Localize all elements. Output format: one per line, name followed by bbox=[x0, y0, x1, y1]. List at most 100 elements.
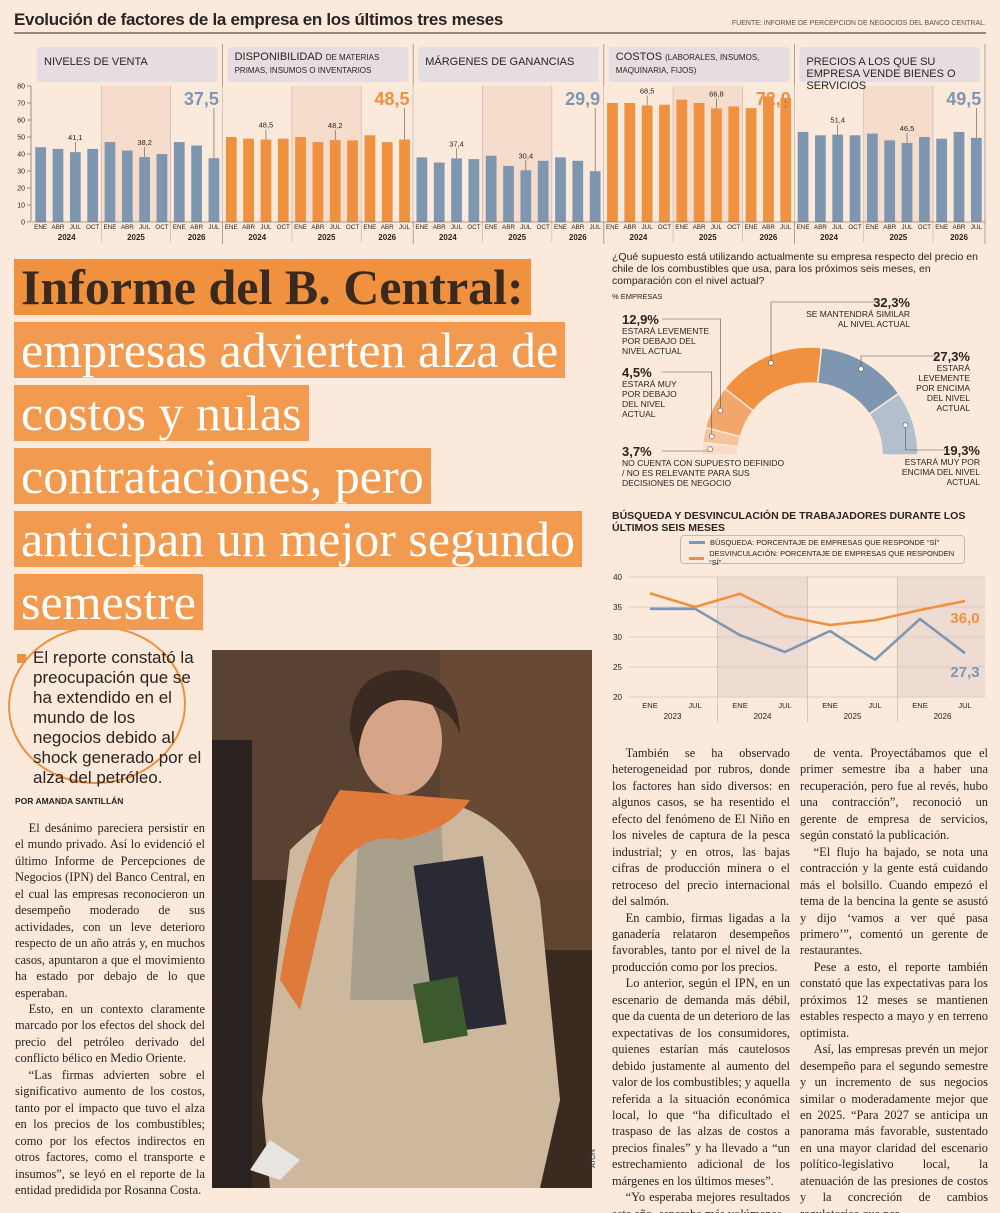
bar bbox=[451, 158, 462, 222]
x-tick-label: OCT bbox=[727, 224, 740, 231]
bar bbox=[693, 103, 705, 222]
x-tick-label: ENE bbox=[745, 224, 758, 231]
bar bbox=[35, 147, 47, 222]
paragraph: Así, las empresas prevén un mejor desemp… bbox=[800, 1042, 988, 1213]
bar bbox=[104, 142, 116, 222]
bar bbox=[87, 148, 99, 222]
x-tick-label: ABR bbox=[381, 224, 394, 231]
leader-line bbox=[662, 318, 721, 411]
x-tick-label: ENE bbox=[606, 224, 619, 231]
x-tick-label: JUL bbox=[520, 224, 532, 231]
bar bbox=[728, 106, 740, 222]
series-line bbox=[650, 607, 966, 662]
x-tick-label: ENE bbox=[642, 701, 657, 710]
quote-bullet bbox=[17, 654, 26, 663]
header-source: FUENTE: INFORME DE PERCEPCION DE NEGOCIO… bbox=[731, 20, 986, 27]
x-tick-label: OCT bbox=[537, 224, 550, 231]
year-label: 2024 bbox=[58, 233, 76, 242]
paragraph: “Yo esperaba mejores resultados este año… bbox=[612, 1190, 790, 1213]
pull-quote: El reporte constató la preocupación que … bbox=[33, 648, 202, 787]
paragraph: de venta. Proyectábamos que el primer se… bbox=[800, 746, 988, 843]
panel-title: MÁRGENES DE GANANCIAS bbox=[425, 56, 592, 68]
y-tick-label: 30 bbox=[17, 169, 25, 176]
y-tick-label: 35 bbox=[613, 603, 622, 612]
x-tick-label: JUL bbox=[399, 224, 411, 231]
panel-title-text: PRECIOS A LOS QUE SU EMPRESA VENDE BIENE… bbox=[806, 56, 956, 92]
bar bbox=[295, 137, 306, 222]
x-tick-label: JUL bbox=[208, 224, 220, 231]
panel-subtitle: (LABORALES, INSUMOS, MAQUINARIA, FIJOS) bbox=[615, 53, 760, 75]
x-tick-label: JUL bbox=[832, 224, 844, 231]
bar bbox=[867, 133, 878, 222]
bar bbox=[797, 131, 809, 222]
donut-label: 32,3% SE MANTENDRÁ SIMILAR AL NIVEL ACTUA… bbox=[800, 296, 910, 329]
donut-value-label: 12,9% bbox=[622, 312, 659, 327]
bar bbox=[970, 137, 982, 222]
x-tick-label: ENE bbox=[485, 224, 498, 231]
donut-label: 27,3% ESTARÁ LEVEMENTE POR ENCIMA DEL NIV… bbox=[900, 350, 970, 413]
bar bbox=[260, 139, 272, 222]
x-tick-label: JUL bbox=[711, 224, 723, 231]
bar bbox=[780, 98, 792, 222]
legend-item: BÚSQUEDA: PORCENTAJE DE EMPRESAS QUE RES… bbox=[689, 538, 956, 547]
x-tick-label: ABR bbox=[52, 224, 65, 231]
x-tick-label: JUL bbox=[778, 701, 791, 710]
x-tick-label: OCT bbox=[658, 224, 671, 231]
bar bbox=[312, 142, 324, 222]
x-tick-label: OCT bbox=[155, 224, 168, 231]
value-label: 48,2 bbox=[328, 121, 343, 130]
leader-dot bbox=[768, 360, 774, 366]
year-label: 2025 bbox=[844, 712, 862, 721]
x-tick-label: ABR bbox=[571, 224, 584, 231]
panel-title: COSTOS (LABORALES, INSUMOS, MAQUINARIA, … bbox=[616, 51, 783, 77]
x-tick-label: JUL bbox=[901, 224, 913, 231]
donut-value-label: 32,3% bbox=[873, 295, 910, 310]
bar bbox=[69, 152, 81, 222]
value-label: 48,5 bbox=[259, 121, 274, 130]
bar bbox=[485, 155, 497, 222]
year-label: 2026 bbox=[569, 233, 587, 242]
donut-category: ESTARÁ LEVEMENTE POR ENCIMA DEL NIVEL AC… bbox=[916, 363, 970, 413]
bar bbox=[191, 145, 202, 222]
panel-title-text: NIVELES DE VENTA bbox=[44, 56, 148, 68]
x-tick-label: ABR bbox=[311, 224, 324, 231]
year-label: 2024 bbox=[630, 233, 648, 242]
leader-dot bbox=[708, 433, 715, 440]
year-label: 2025 bbox=[127, 233, 145, 242]
donut-label: 19,3% ESTARÁ MUY POR ENCIMA DEL NIVEL ACT… bbox=[888, 444, 980, 487]
value-label: 41,1 bbox=[68, 133, 83, 142]
year-label: 2023 bbox=[664, 712, 682, 721]
x-tick-label: JUL bbox=[688, 701, 701, 710]
x-tick-label: ABR bbox=[502, 224, 515, 231]
headline-text: empresas advierten alza de costos y nula… bbox=[14, 322, 583, 630]
panel-subtitle: DE MATERIAS PRIMAS, INSUMOS O INVENTARIO… bbox=[234, 53, 380, 75]
bar bbox=[399, 139, 410, 222]
y-tick-label: 20 bbox=[613, 693, 622, 702]
series-line bbox=[649, 591, 966, 627]
bar bbox=[52, 148, 64, 222]
x-tick-label: JUL bbox=[70, 224, 82, 231]
leader-line bbox=[905, 425, 950, 451]
donut-category: ESTARÁ LEVEMENTE POR DEBAJO DEL NIVEL AC… bbox=[622, 326, 710, 356]
paragraph: “El flujo ha bajado, se nota una contrac… bbox=[800, 844, 988, 958]
bar bbox=[745, 108, 757, 222]
legend-label: DESVINCULACIÓN: PORCENTAJE DE EMPRESAS Q… bbox=[709, 549, 955, 567]
year-label: 2024 bbox=[248, 233, 266, 242]
header-title: Evolución de factores de la empresa en l… bbox=[14, 10, 504, 29]
x-tick-label: ENE bbox=[935, 224, 948, 231]
donut-value-label: 3,7% bbox=[622, 444, 652, 459]
y-tick-label: 50 bbox=[17, 135, 25, 142]
article-column: de venta. Proyectábamos que el primer se… bbox=[800, 745, 988, 1213]
x-tick-label: ENE bbox=[34, 224, 47, 231]
photo-credit: ATON bbox=[590, 1149, 597, 1168]
photo bbox=[212, 650, 592, 1188]
panel-title-text: COSTOS bbox=[615, 51, 663, 63]
year-label: 2026 bbox=[760, 233, 778, 242]
y-tick-label: 40 bbox=[613, 573, 622, 582]
x-tick-label: JUL bbox=[642, 224, 654, 231]
value-label-big: 29,9 bbox=[565, 89, 600, 109]
x-tick-label: OCT bbox=[918, 224, 931, 231]
bar bbox=[832, 134, 844, 222]
donut-category: ESTARÁ MUY POR DEBAJO DEL NIVEL ACTUAL bbox=[622, 379, 677, 419]
year-label: 2026 bbox=[378, 233, 396, 242]
